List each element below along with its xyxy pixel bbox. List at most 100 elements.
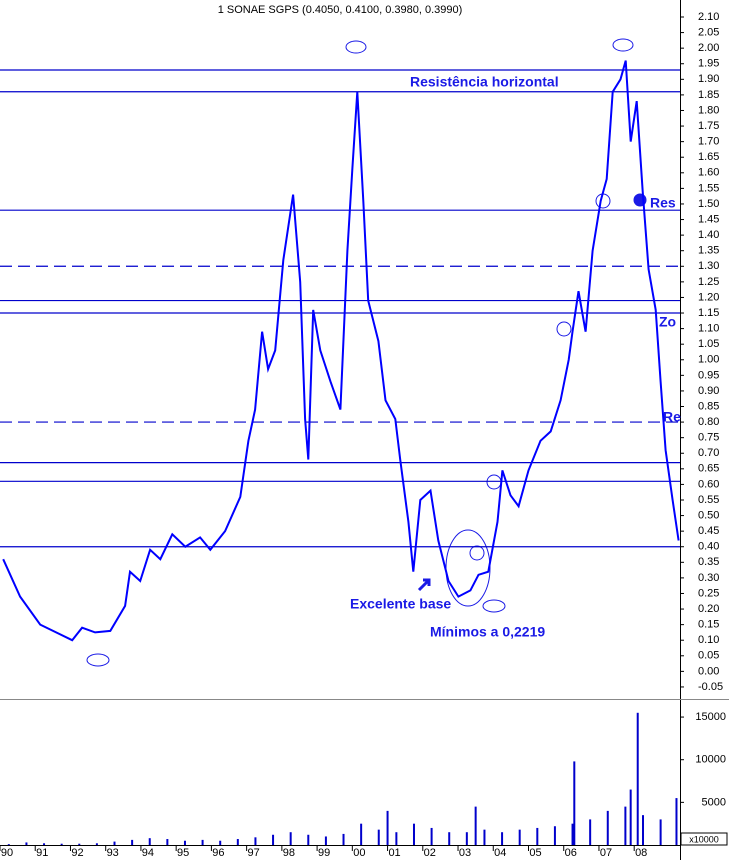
volume-bar — [254, 837, 257, 845]
x-tick-label: 99 — [318, 847, 330, 859]
x-tick-label: 05 — [529, 847, 541, 859]
y-tick-label: 1.60 — [698, 167, 719, 179]
y-tick-label: 0.90 — [698, 385, 719, 397]
y-tick-label: 1.25 — [698, 276, 719, 288]
y-tick-label: 2.05 — [698, 26, 719, 38]
y-tick-label: 1.65 — [698, 151, 719, 163]
volume-bar — [606, 810, 609, 845]
volume-bar — [536, 827, 539, 845]
y-tick-label: 0.85 — [698, 400, 719, 412]
x-tick-label: 02 — [424, 847, 436, 859]
volume-bar — [501, 832, 504, 845]
volume-bar — [483, 829, 486, 845]
y-tick-label: 1.55 — [698, 182, 719, 194]
volume-bar — [518, 829, 521, 845]
y-tick-label: 0.70 — [698, 447, 719, 459]
x-tick-label: 03 — [459, 847, 471, 859]
y-tick-label: 0.40 — [698, 541, 719, 553]
y-tick-label: 1.95 — [698, 58, 719, 70]
x-tick-label: 94 — [142, 847, 154, 859]
volume-bar — [201, 839, 204, 845]
volume-bar — [629, 789, 632, 845]
y-tick-label: 1.80 — [698, 104, 719, 116]
volume-bar — [395, 832, 398, 845]
chart-title: 1 SONAE SGPS (0.4050, 0.4100, 0.3980, 0.… — [218, 4, 463, 16]
volume-bar — [324, 836, 327, 845]
y-tick-label: 1.20 — [698, 291, 719, 303]
y-tick-label: 0.10 — [698, 634, 719, 646]
x-tick-label: 04 — [494, 847, 506, 859]
volume-bar — [474, 806, 477, 845]
annotation: Zo — [659, 314, 676, 330]
annotation: Mínimos a 0,2219 — [430, 624, 545, 640]
x-tick-label: 90 — [1, 847, 13, 859]
y-tick-label: 1.35 — [698, 245, 719, 257]
volume-bar — [236, 839, 239, 845]
volume-bar — [307, 834, 310, 845]
y-tick-label: 2.00 — [698, 42, 719, 54]
volume-bar — [219, 840, 222, 845]
y-tick-label: 0.50 — [698, 509, 719, 521]
volume-bar — [60, 843, 63, 845]
y-tick-label: 0.95 — [698, 369, 719, 381]
volume-bar — [131, 839, 134, 845]
y-tick-label: 1.30 — [698, 260, 719, 272]
x-tick-label: 97 — [248, 847, 260, 859]
volume-bar — [659, 819, 662, 845]
y-tick-label: 2.10 — [698, 11, 719, 23]
x-tick-label: 01 — [388, 847, 400, 859]
volume-bar — [113, 841, 116, 845]
y-tick-label: 0.05 — [698, 650, 719, 662]
volume-bar — [571, 823, 574, 845]
y-tick-label: 1.75 — [698, 120, 719, 132]
unit-label: x10000 — [689, 834, 719, 844]
annotation: Res — [650, 195, 676, 211]
volume-bar — [272, 834, 275, 845]
volume-bar — [43, 843, 46, 845]
x-tick-label: 96 — [212, 847, 224, 859]
x-tick-label: 00 — [353, 847, 365, 859]
volume-bar — [360, 823, 363, 845]
volume-bar — [624, 806, 627, 845]
volume-bar — [289, 832, 292, 845]
y-tick-label: 15000 — [695, 711, 726, 723]
volume-bar — [377, 829, 380, 845]
annotation: Resistência horizontal — [410, 74, 559, 90]
unit-box — [680, 832, 728, 846]
volume-bar — [553, 826, 556, 845]
volume-bar — [166, 839, 169, 845]
volume-bar — [386, 810, 389, 845]
y-tick-label: 1.00 — [698, 354, 719, 366]
y-tick-label: 0.65 — [698, 463, 719, 475]
y-tick-label: 0.60 — [698, 478, 719, 490]
y-tick-label: 1.70 — [698, 136, 719, 148]
x-tick-label: 08 — [635, 847, 647, 859]
y-tick-label: 0.00 — [698, 665, 719, 677]
y-tick-label: 10000 — [695, 754, 726, 766]
x-tick-label: 91 — [36, 847, 48, 859]
x-tick-label: 98 — [283, 847, 295, 859]
annotation: Excelente base — [350, 596, 451, 612]
y-tick-label: 1.10 — [698, 323, 719, 335]
y-tick-label: 0.45 — [698, 525, 719, 537]
volume-bar — [430, 827, 433, 845]
y-tick-label: 1.90 — [698, 73, 719, 85]
y-tick-label: 1.15 — [698, 307, 719, 319]
x-tick-label: 06 — [565, 847, 577, 859]
volume-bar — [25, 842, 28, 845]
x-tick-label: 93 — [107, 847, 119, 859]
x-tick-label: 07 — [600, 847, 612, 859]
volume-bar — [589, 819, 592, 845]
volume-bar — [675, 798, 678, 845]
y-tick-label: 0.35 — [698, 556, 719, 568]
y-tick-label: 0.25 — [698, 587, 719, 599]
volume-bar — [642, 815, 645, 845]
volume-bar — [573, 761, 576, 845]
y-tick-label: 0.80 — [698, 416, 719, 428]
y-tick-label: 1.45 — [698, 213, 719, 225]
arrow — [417, 578, 431, 592]
price-line — [2, 60, 680, 642]
y-tick-label: 1.05 — [698, 338, 719, 350]
